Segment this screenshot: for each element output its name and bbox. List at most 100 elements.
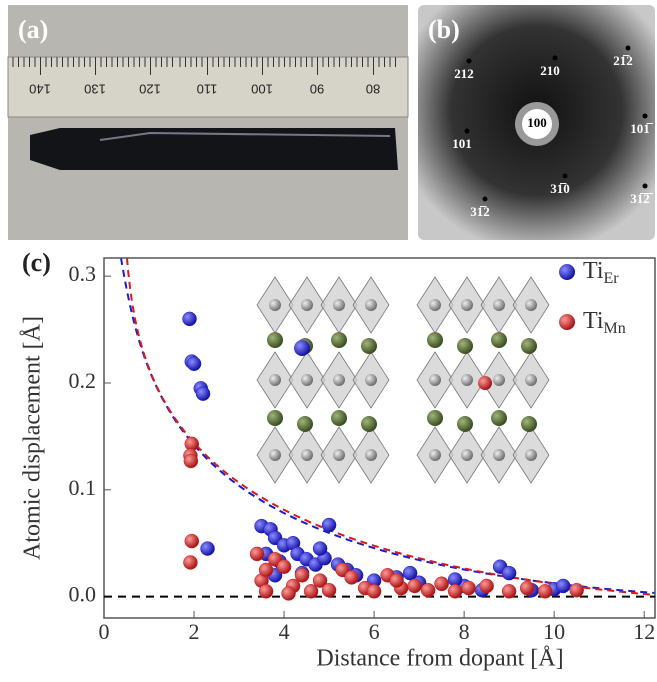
er-atom: [457, 416, 473, 432]
spot-label: 21̅2: [613, 53, 633, 68]
legend-subscript: Mn: [603, 320, 625, 337]
data-point: [250, 547, 264, 561]
er-atom: [297, 416, 313, 432]
panel-label: (a): [18, 15, 48, 44]
data-point: [295, 568, 309, 582]
y-tick-label: 0.2: [69, 368, 97, 393]
panel-label: (c): [22, 248, 51, 277]
diffraction-spot: [553, 56, 558, 61]
spot-label: 101: [452, 136, 472, 151]
ruler-label: 110: [197, 82, 218, 97]
ti-atom: [301, 374, 313, 386]
x-tick-label: 6: [369, 619, 380, 644]
ti-atom: [493, 374, 505, 386]
ti-atom: [269, 374, 281, 386]
x-tick-label: 8: [459, 619, 470, 644]
data-point: [502, 584, 516, 598]
photo-background: [8, 5, 408, 240]
ruler-label: 80: [366, 82, 380, 97]
legend-name: Ti: [583, 258, 604, 284]
er-atom: [491, 332, 507, 348]
data-point: [185, 534, 199, 548]
legend-marker: [559, 264, 575, 280]
x-tick-label: 4: [279, 619, 290, 644]
data-point: [538, 584, 552, 598]
diffraction-spot: [643, 184, 648, 189]
diffraction-spot: [643, 114, 648, 119]
data-point: [570, 583, 584, 597]
ti-atom: [365, 374, 377, 386]
dopant-atom: [478, 376, 492, 390]
ti-atom: [333, 299, 345, 311]
data-point: [390, 574, 404, 588]
ti-atom: [429, 299, 441, 311]
ti-atom: [461, 374, 473, 386]
er-atom: [491, 410, 507, 426]
legend-name: Ti: [583, 308, 604, 334]
data-point: [520, 581, 534, 595]
spot-label: 212: [454, 66, 474, 81]
diffraction-spot: [483, 197, 488, 202]
ti-atom: [269, 299, 281, 311]
spot-label: 31̅0: [550, 181, 570, 196]
dopant-atom: [294, 340, 310, 356]
ruler-label: 90: [310, 82, 324, 97]
er-atom: [331, 332, 347, 348]
x-tick-label: 12: [633, 619, 655, 644]
er-atom: [331, 410, 347, 426]
data-point: [421, 583, 435, 597]
y-tick-label: 0.1: [69, 475, 97, 500]
er-atom: [457, 338, 473, 354]
y-tick-label: 0.3: [69, 261, 97, 286]
ti-atom: [493, 449, 505, 461]
data-point: [187, 357, 201, 371]
legend-label: TiEr: [583, 258, 619, 287]
ti-atom: [365, 299, 377, 311]
er-atom: [361, 338, 377, 354]
ti-atom: [301, 299, 313, 311]
legend-subscript: Er: [603, 270, 619, 287]
ti-atom: [269, 449, 281, 461]
data-point: [408, 579, 422, 593]
structure-insets: [257, 277, 549, 483]
data-point: [196, 387, 210, 401]
data-point: [313, 542, 327, 556]
ruler-label: 130: [84, 82, 106, 97]
data-point: [480, 579, 494, 593]
legend-label: TiMn: [583, 308, 626, 337]
er-atom: [267, 410, 283, 426]
data-point: [184, 454, 198, 468]
diffraction-spot: [467, 59, 472, 64]
ti-atom: [493, 299, 505, 311]
data-point: [201, 542, 215, 556]
er-atom: [361, 416, 377, 432]
figure: (a) (b) (c) Distance from dopant [Å] Ato…: [0, 0, 657, 677]
x-tick-label: 2: [189, 619, 200, 644]
ti-atom: [333, 449, 345, 461]
x-tick-label: 10: [543, 619, 565, 644]
data-point: [282, 586, 296, 600]
data-point: [502, 566, 516, 580]
diffraction-spot: [563, 174, 568, 179]
ti-atom: [461, 299, 473, 311]
ruler-label: 120: [139, 82, 161, 97]
data-point: [367, 584, 381, 598]
er-atom: [521, 416, 537, 432]
data-point: [556, 579, 570, 593]
ti-atom: [525, 374, 537, 386]
fit-curve: [121, 258, 655, 593]
ti-atom: [525, 449, 537, 461]
panel-label: (b): [428, 15, 460, 44]
x-tick-label: 0: [99, 619, 110, 644]
x-axis-title: Distance from dopant [Å]: [316, 646, 563, 672]
ruler-label: 100: [251, 82, 273, 97]
ti-atom: [461, 449, 473, 461]
ti-atom: [429, 449, 441, 461]
data-point: [435, 577, 449, 591]
spot-label: 31̅2: [470, 204, 490, 219]
data-point: [322, 518, 336, 532]
data-point: [448, 584, 462, 598]
ti-atom: [429, 374, 441, 386]
er-atom: [521, 338, 537, 354]
diffraction-spot: [465, 129, 470, 134]
